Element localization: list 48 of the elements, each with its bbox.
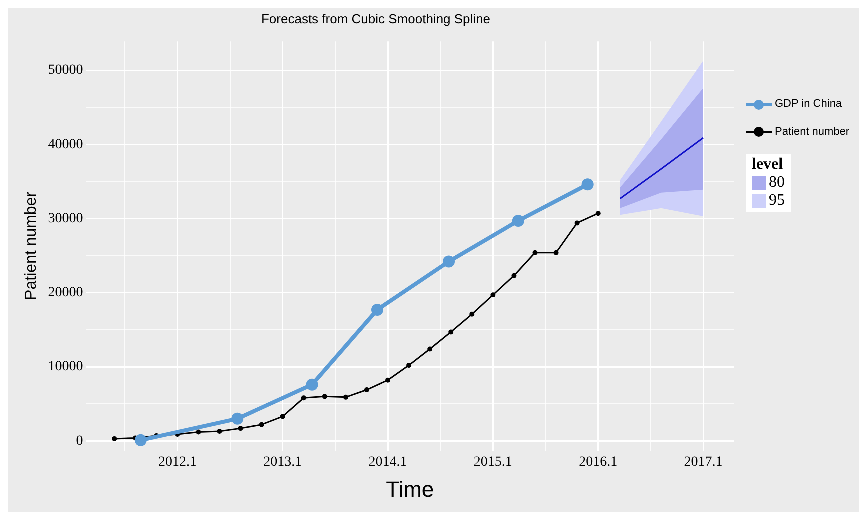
point [512, 273, 517, 278]
point [512, 214, 524, 227]
point [443, 256, 456, 268]
x-tick-label: 2015.1 [474, 454, 512, 470]
point [306, 378, 318, 391]
point [574, 220, 580, 226]
point [112, 436, 118, 442]
point [596, 211, 601, 216]
y-tick-label: 30000 [48, 211, 84, 226]
legend-label: Patient number [775, 126, 850, 138]
point [217, 429, 222, 434]
y-tick-label: 0 [76, 434, 84, 449]
legend-label: 80 [769, 174, 785, 192]
point [448, 330, 454, 335]
point [196, 430, 202, 435]
x-axis-title: Time [386, 476, 434, 502]
point [301, 396, 306, 401]
point [428, 346, 433, 352]
legend-label: GDP in China [775, 98, 842, 110]
point [532, 250, 538, 256]
y-tick-label: 10000 [48, 360, 84, 375]
point [280, 414, 286, 420]
point [259, 422, 264, 428]
x-tick-label: 2017.1 [684, 454, 723, 470]
point [386, 378, 391, 383]
point [554, 250, 559, 256]
point [406, 363, 412, 368]
point [322, 394, 328, 400]
point [238, 426, 244, 432]
y-tick-label: 20000 [48, 286, 84, 301]
point [490, 292, 496, 298]
y-axis-title: Patient number [23, 191, 40, 300]
legend-title: level [752, 156, 784, 174]
y-tick-label: 50000 [48, 63, 84, 78]
x-tick-label: 2013.1 [264, 454, 302, 470]
chart-title: Forecasts from Cubic Smoothing Spline [261, 11, 491, 26]
point [582, 178, 594, 191]
point [372, 304, 384, 316]
y-tick-label: 40000 [48, 137, 84, 152]
point [470, 312, 475, 317]
legend-label: 95 [769, 192, 785, 210]
x-tick-label: 2016.1 [579, 454, 618, 470]
point [343, 394, 348, 400]
x-tick-label: 2014.1 [368, 454, 408, 470]
point [364, 388, 370, 393]
x-tick-label: 2012.1 [158, 454, 197, 470]
point [134, 434, 147, 446]
point [232, 412, 244, 425]
